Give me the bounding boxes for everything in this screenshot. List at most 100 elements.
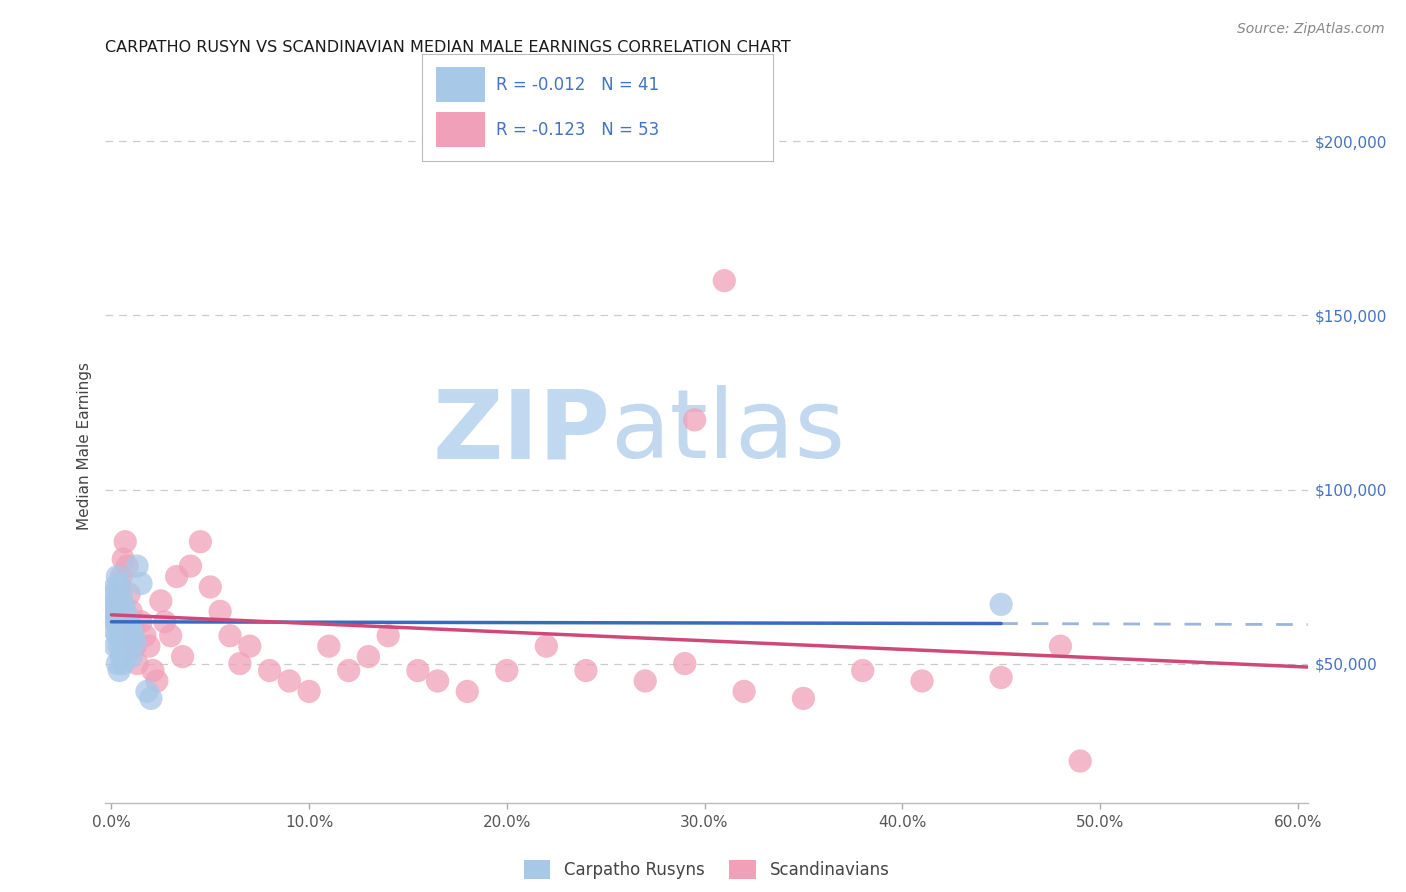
Point [108,664,131,678]
Point [990,671,1012,685]
Point [103,604,125,618]
Point [112,615,135,629]
Point [733,684,755,698]
Point [259,664,281,678]
Point [103,587,125,601]
Point [1049,639,1071,653]
Point [852,664,875,678]
Legend: Carpatho Rusyns, Scandinavians: Carpatho Rusyns, Scandinavians [516,851,897,888]
Point [122,622,145,636]
Point [495,664,517,678]
Point [110,604,132,618]
Point [104,639,127,653]
Point [108,580,131,594]
Point [112,552,135,566]
Point [153,615,176,629]
Point [990,598,1012,612]
Point [792,691,814,706]
Point [129,615,152,629]
Point [229,657,252,671]
Point [298,684,321,698]
Point [108,622,131,636]
Point [129,576,152,591]
Point [108,639,131,653]
Point [337,664,360,678]
Point [318,639,340,653]
Point [159,629,181,643]
Text: Source: ZipAtlas.com: Source: ZipAtlas.com [1237,22,1385,37]
Point [105,569,128,583]
Point [426,673,449,688]
Point [683,413,706,427]
Point [124,635,146,649]
Point [120,604,142,618]
Point [122,629,145,643]
Point [219,629,242,643]
Point [108,576,131,591]
Point [911,673,934,688]
Point [120,649,142,664]
Point [120,622,142,636]
Point [713,274,735,288]
Point [138,639,160,653]
Point [112,632,135,647]
Point [142,664,165,678]
Point [456,684,478,698]
Point [104,604,127,618]
Point [110,569,132,583]
Point [105,657,128,671]
Point [127,559,149,574]
Point [146,673,169,688]
Point [1069,754,1091,768]
Point [139,691,162,706]
Point [149,594,172,608]
Point [105,615,128,629]
Point [200,580,222,594]
Text: R = -0.012   N = 41: R = -0.012 N = 41 [496,76,659,94]
Point [114,604,136,618]
Point [377,629,399,643]
Point [110,587,132,601]
Text: R = -0.123   N = 53: R = -0.123 N = 53 [496,120,659,138]
Point [166,569,188,583]
Point [278,673,301,688]
Text: CARPATHO RUSYN VS SCANDINAVIAN MEDIAN MALE EARNINGS CORRELATION CHART: CARPATHO RUSYN VS SCANDINAVIAN MEDIAN MA… [105,40,792,55]
Point [124,639,146,653]
Text: ZIP: ZIP [433,385,610,478]
Point [357,649,380,664]
Point [115,611,138,625]
Point [108,604,131,618]
Point [172,649,194,664]
Point [179,559,201,574]
Point [239,639,262,653]
Point [134,629,156,643]
Point [115,559,138,574]
Point [536,639,558,653]
Point [105,629,128,643]
Point [114,534,136,549]
Point [104,580,127,594]
Point [112,657,135,671]
Point [114,622,136,636]
Point [112,598,135,612]
Point [103,622,125,636]
Point [136,684,159,698]
Point [118,618,141,632]
Point [575,664,598,678]
Point [110,649,132,664]
FancyBboxPatch shape [436,68,485,102]
Point [127,657,149,671]
Point [118,642,141,657]
Point [104,615,127,629]
Point [104,594,127,608]
Point [118,587,141,601]
FancyBboxPatch shape [436,112,485,146]
Point [105,594,128,608]
Point [209,604,232,618]
Point [188,534,212,549]
Point [673,657,696,671]
Point [406,664,429,678]
Point [115,632,138,647]
Point [634,673,657,688]
Text: atlas: atlas [610,385,845,478]
